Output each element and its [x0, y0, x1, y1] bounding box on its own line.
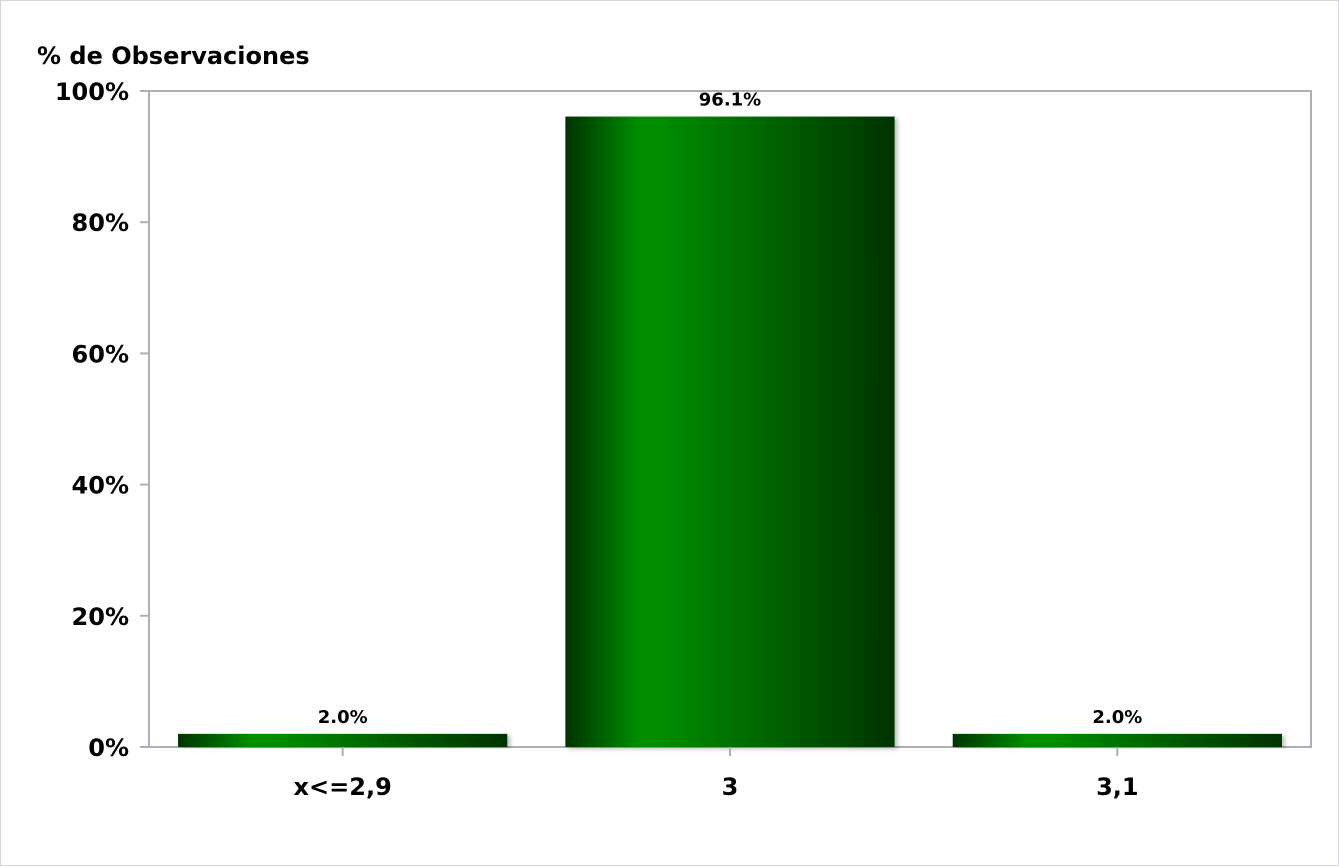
bar-data-label: 96.1% — [699, 90, 761, 111]
bar — [178, 733, 508, 747]
x-tick-label: 3 — [722, 773, 739, 801]
y-tick-label: 40% — [72, 472, 129, 500]
y-tick-label: 100% — [55, 78, 129, 106]
y-tick-label: 20% — [72, 603, 129, 631]
x-tick-label: 3,1 — [1096, 773, 1139, 801]
y-tick-label: 60% — [72, 340, 129, 368]
y-tick-label: 80% — [72, 209, 129, 237]
x-tick-label: x<=2,9 — [294, 773, 392, 801]
bar — [952, 733, 1282, 747]
bar-data-label: 2.0% — [318, 707, 368, 728]
y-tick-label: 0% — [88, 734, 129, 762]
bars: 2.0% 96.1% 2.0% — [178, 90, 1282, 748]
bar-data-label: 2.0% — [1092, 707, 1142, 728]
y-axis-title: % de Observaciones — [37, 42, 310, 70]
y-axis: 0% 20% 40% 60% 80% 100% — [55, 78, 149, 762]
x-axis: x<=2,9 3 3,1 — [294, 747, 1139, 801]
bar — [565, 116, 895, 748]
